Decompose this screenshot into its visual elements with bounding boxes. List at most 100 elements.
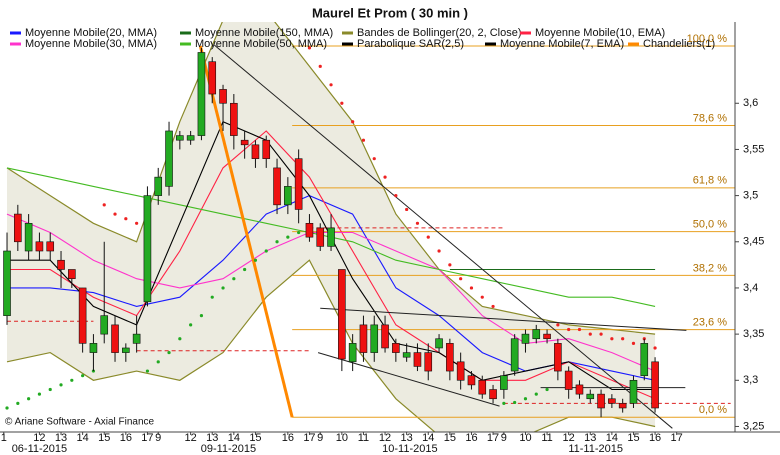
sar-dot: [426, 235, 430, 239]
legend-label: Moyenne Mobile(20, MMA): [25, 27, 157, 39]
sar-dot: [264, 249, 268, 253]
x-tick-label: 14: [606, 432, 618, 444]
band-upper: [6, 22, 656, 335]
sar-dot: [480, 295, 484, 299]
sar-dot: [232, 277, 236, 281]
x-tick-label: 17: [671, 432, 683, 444]
x-tick-label: 11: [541, 432, 552, 444]
sar-dot: [113, 212, 117, 216]
date-label: 06-11-2015: [12, 443, 67, 455]
sar-dot: [502, 401, 506, 405]
candle-body: [554, 343, 562, 372]
candle-body: [640, 343, 649, 376]
sar-dot: [210, 295, 214, 299]
sar-dot: [329, 83, 333, 87]
x-tick-label: 1: [1, 432, 7, 444]
sar-dot: [318, 64, 322, 68]
sar-dot: [599, 332, 603, 336]
candle-body: [392, 343, 400, 353]
candle-body: [57, 259, 65, 270]
sar-dot: [577, 327, 582, 332]
candle-body: [435, 338, 443, 349]
y-tick-label: 3,25: [743, 420, 764, 432]
date-label: 10-11-2015: [382, 443, 437, 455]
sar-dot: [124, 217, 128, 221]
y-tick-label: 3,4: [743, 282, 758, 294]
sar-dot: [361, 138, 366, 142]
sar-dot: [189, 323, 193, 327]
retracement-label: 0,0 %: [699, 404, 727, 416]
sar-dot: [37, 392, 42, 396]
sar-dot: [610, 337, 614, 341]
candle-body: [370, 324, 379, 353]
sar-dot: [534, 392, 538, 396]
retracement-label: 50,0 %: [693, 219, 727, 231]
retracement-label: 100,0 %: [687, 33, 728, 45]
plot-area: [3, 22, 735, 432]
legend-label: Moyenne Mobile(50, MMA): [195, 38, 327, 50]
sar-dot: [307, 46, 312, 50]
retracement-line: [198, 45, 294, 418]
candle-body: [132, 333, 141, 344]
candle-body: [532, 329, 541, 340]
candle-body: [46, 241, 55, 252]
x-tick-label: 9: [155, 432, 161, 444]
sar-dot: [59, 383, 63, 387]
x-tick-label: 10: [519, 432, 531, 444]
x-tick-label: 12: [33, 432, 45, 444]
candle-body: [89, 343, 98, 353]
x-tick-label: 16: [465, 432, 477, 444]
x-tick-label: 12: [185, 432, 197, 444]
x-tick-label: 9: [501, 432, 507, 444]
legend-label: Moyenne Mobile(30, MMA): [25, 38, 157, 50]
sar-dot: [491, 304, 495, 309]
x-tick-label: 13: [401, 432, 413, 444]
retracement-label: 38,2 %: [693, 262, 727, 274]
candle-body: [24, 223, 33, 252]
retracement-label: 61,8 %: [693, 175, 727, 187]
x-tick-label: 13: [206, 432, 218, 444]
candle-body: [154, 176, 163, 196]
moving-average: [7, 130, 656, 400]
x-tick-label: 13: [584, 432, 596, 444]
sar-dot: [631, 341, 636, 345]
sar-dot: [253, 258, 258, 262]
legend-label: Bandes de Bollinger(20, 2, Close): [357, 27, 521, 39]
sar-dot: [383, 175, 387, 179]
candle-body: [629, 379, 638, 404]
sar-dot: [156, 360, 160, 364]
candle-body: [186, 135, 195, 141]
sar-dot: [286, 235, 290, 239]
sar-dot: [405, 207, 409, 212]
x-tick-label: 15: [249, 432, 261, 444]
candle-body: [478, 379, 487, 395]
sar-dot: [340, 101, 344, 105]
sar-dot: [448, 263, 452, 267]
date-label: 09-11-2015: [201, 443, 256, 455]
candle-body: [575, 384, 584, 395]
candle-body: [586, 393, 595, 400]
candle-body: [208, 61, 217, 95]
sar-dot: [102, 203, 106, 207]
x-tick-label: 14: [228, 432, 240, 444]
x-tick-label: 17: [303, 432, 315, 444]
x-tick-label: 15: [627, 432, 639, 444]
x-tick-label: 11: [358, 432, 369, 444]
sar-dot: [135, 221, 139, 225]
candle-body: [543, 333, 551, 340]
candle-body: [413, 352, 422, 367]
candle-body: [294, 158, 303, 210]
sar-dot: [437, 249, 441, 253]
sar-dot: [221, 286, 225, 290]
candle-body: [359, 324, 368, 353]
candle-body: [348, 343, 357, 363]
candle-body: [510, 338, 519, 372]
sar-dot: [556, 323, 560, 327]
sar-dot: [167, 350, 171, 355]
sar-dot: [469, 286, 474, 290]
sar-dot: [5, 406, 9, 410]
x-tick-label: 16: [649, 432, 661, 444]
sar-dot: [545, 387, 549, 392]
